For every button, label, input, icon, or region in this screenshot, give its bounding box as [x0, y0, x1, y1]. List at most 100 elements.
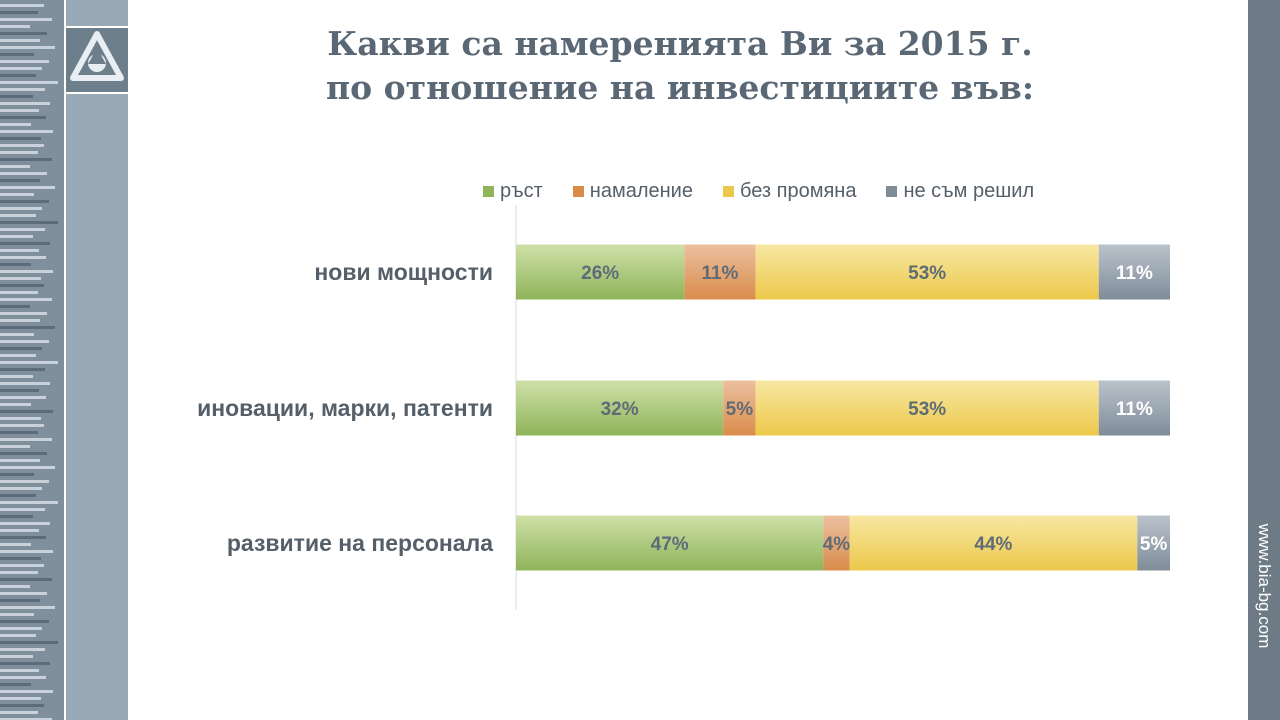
- decor-line: [0, 214, 36, 217]
- decor-line: [0, 235, 33, 238]
- decor-line: [0, 648, 45, 651]
- decor-line: [0, 158, 52, 161]
- decor-line: [0, 207, 42, 210]
- decor-line: [0, 613, 34, 616]
- decor-line: [0, 543, 31, 546]
- decor-line: [0, 74, 36, 77]
- data-label: 53%: [908, 263, 946, 284]
- bar-segment-growth: [516, 515, 824, 571]
- decor-line: [0, 81, 58, 84]
- bar-segment-undecided: [1098, 380, 1170, 436]
- decor-line: [0, 46, 55, 49]
- legend-swatch-undecided: [886, 185, 898, 197]
- title-line-2: по отношение на инвестициите във:: [325, 68, 1035, 107]
- decor-line: [0, 130, 53, 133]
- decor-line: [0, 571, 38, 574]
- decor-line: [0, 4, 44, 7]
- decor-line: [0, 242, 50, 245]
- decor-line: [0, 312, 47, 315]
- decor-line: [0, 193, 34, 196]
- decor-line: [0, 200, 49, 203]
- page-title: Какви са намеренията Ви за 2015 г. по от…: [290, 22, 1070, 110]
- legend-label-no-change: без промяна: [739, 179, 857, 202]
- decor-line: [0, 480, 49, 483]
- decor-line: [0, 711, 38, 714]
- decor-line: [0, 564, 44, 567]
- decor-line: [0, 18, 52, 21]
- decor-line: [0, 263, 31, 266]
- decor-line: [0, 585, 30, 588]
- decor-line: [0, 67, 42, 70]
- decor-line: [0, 578, 52, 581]
- decor-line: [0, 165, 30, 168]
- decor-line: [0, 501, 58, 504]
- decor-line: [0, 459, 40, 462]
- bar-segment-decrease: [823, 515, 850, 571]
- decor-line: [0, 347, 42, 350]
- decor-line: [0, 410, 53, 413]
- decor-line: [0, 557, 41, 560]
- decor-line: [0, 354, 36, 357]
- decor-line: [0, 438, 52, 441]
- category-label: иновации, марки, патенти: [197, 395, 493, 421]
- left-stripe-decoration: [0, 0, 64, 720]
- decor-line: [0, 39, 40, 42]
- decor-line: [0, 389, 39, 392]
- legend-item-no-change: без промяна: [722, 179, 857, 203]
- decor-line: [0, 669, 39, 672]
- decor-line: [0, 592, 47, 595]
- legend-swatch-decrease: [572, 185, 584, 197]
- category-label: развитие на персонала: [227, 530, 493, 556]
- decor-line: [0, 361, 58, 364]
- decor-line: [0, 417, 41, 420]
- bar-segment-no-change: [755, 244, 1099, 300]
- decor-line: [0, 179, 40, 182]
- legend-label-growth: ръст: [500, 179, 543, 202]
- decor-line: [0, 186, 55, 189]
- decor-line: [0, 228, 45, 231]
- decor-line: [0, 326, 55, 329]
- data-label: 11%: [701, 263, 738, 284]
- decor-line: [0, 368, 45, 371]
- decor-line: [0, 144, 44, 147]
- decor-line: [0, 53, 34, 56]
- data-label: 47%: [651, 534, 689, 555]
- decor-line: [0, 529, 39, 532]
- bar-segment-no-change: [755, 380, 1099, 436]
- decor-line: [0, 424, 44, 427]
- bar-segment-undecided: [1098, 244, 1170, 300]
- data-label: 11%: [1116, 263, 1153, 284]
- decor-line: [0, 690, 53, 693]
- decor-line: [0, 599, 40, 602]
- data-label: 53%: [908, 399, 946, 420]
- decor-line: [0, 536, 46, 539]
- legend-item-undecided: не съм решил: [886, 180, 1034, 203]
- decor-line: [0, 662, 50, 665]
- decor-line: [0, 277, 41, 280]
- decor-line: [0, 95, 33, 98]
- legend-swatch-growth: [483, 185, 494, 197]
- decor-line: [0, 655, 33, 658]
- decor-line: [0, 256, 46, 259]
- legend-label-undecided: не съм решил: [903, 179, 1035, 202]
- decor-line: [0, 382, 50, 385]
- decor-line: [0, 25, 30, 28]
- decor-line: [0, 606, 55, 609]
- decor-line: [0, 515, 33, 518]
- decor-line: [0, 494, 36, 497]
- decor-line: [0, 697, 41, 700]
- decor-line: [0, 676, 46, 679]
- decor-line: [0, 151, 38, 154]
- decor-line: [0, 172, 47, 175]
- data-label: 11%: [1116, 399, 1153, 420]
- decor-line: [0, 333, 34, 336]
- logo: [66, 26, 128, 94]
- decor-line: [0, 473, 34, 476]
- decor-line: [0, 249, 39, 252]
- decor-line: [0, 550, 53, 553]
- decor-line: [0, 452, 47, 455]
- decor-line: [0, 284, 44, 287]
- bar-segment-growth: [516, 380, 724, 436]
- legend-swatch-no-change: [722, 185, 734, 197]
